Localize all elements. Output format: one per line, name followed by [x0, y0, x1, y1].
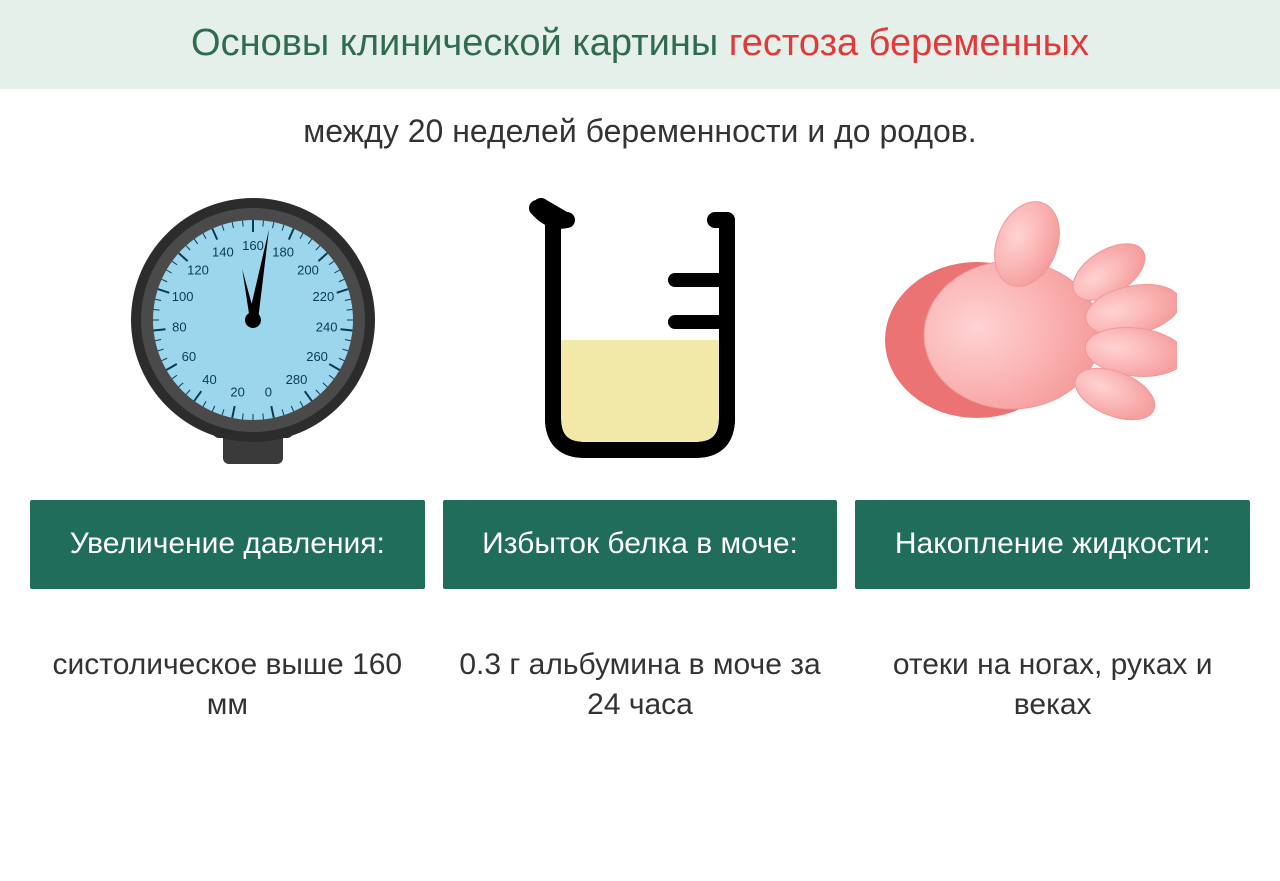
- headers-row: Увеличение давления: Избыток белка в моч…: [0, 500, 1280, 589]
- desc-protein: 0.3 г альбумина в моче за 24 часа: [443, 589, 838, 750]
- svg-text:180: 180: [273, 244, 295, 259]
- svg-text:20: 20: [231, 384, 245, 399]
- svg-text:100: 100: [172, 289, 194, 304]
- beaker-icon: [525, 190, 755, 470]
- svg-text:280: 280: [286, 372, 308, 387]
- title-accent: гестоза беременных: [729, 22, 1089, 64]
- svg-text:80: 80: [172, 320, 186, 335]
- icon-blood-pressure: 160 180200 220 240 260 280 0 20 40 60 80 100 120140: [60, 180, 447, 480]
- svg-text:220: 220: [313, 289, 335, 304]
- svg-text:140: 140: [212, 244, 234, 259]
- svg-text:160: 160: [242, 238, 264, 253]
- hand-icon: [877, 200, 1177, 460]
- infographic-container: Основы клинической картины гестоза берем…: [0, 0, 1280, 881]
- header-pressure: Увеличение давления:: [30, 500, 425, 589]
- subtitle: между 20 неделей беременности и до родов…: [0, 113, 1280, 150]
- icons-row: 160 180200 220 240 260 280 0 20 40 60 80 100 120140: [0, 170, 1280, 490]
- svg-text:60: 60: [182, 349, 196, 364]
- icon-beaker: [447, 190, 834, 470]
- svg-text:200: 200: [297, 262, 319, 277]
- svg-text:240: 240: [316, 320, 338, 335]
- gauge-icon: 160 180200 220 240 260 280 0 20 40 60 80 100 120140: [113, 180, 393, 480]
- descs-row: систолическое выше 160 мм 0.3 г альбумин…: [0, 589, 1280, 750]
- desc-fluid: отеки на ногах, руках и веках: [855, 589, 1250, 750]
- title-band: Основы клинической картины гестоза берем…: [0, 0, 1280, 89]
- title-prefix: Основы клинической картины: [191, 22, 729, 64]
- svg-text:120: 120: [187, 262, 209, 277]
- svg-text:260: 260: [307, 349, 329, 364]
- desc-pressure: систолическое выше 160 мм: [30, 589, 425, 750]
- header-fluid: Накопление жидкости:: [855, 500, 1250, 589]
- svg-text:0: 0: [265, 384, 272, 399]
- header-protein: Избыток белка в моче:: [443, 500, 838, 589]
- svg-text:40: 40: [203, 372, 217, 387]
- icon-swollen-hand: [833, 200, 1220, 460]
